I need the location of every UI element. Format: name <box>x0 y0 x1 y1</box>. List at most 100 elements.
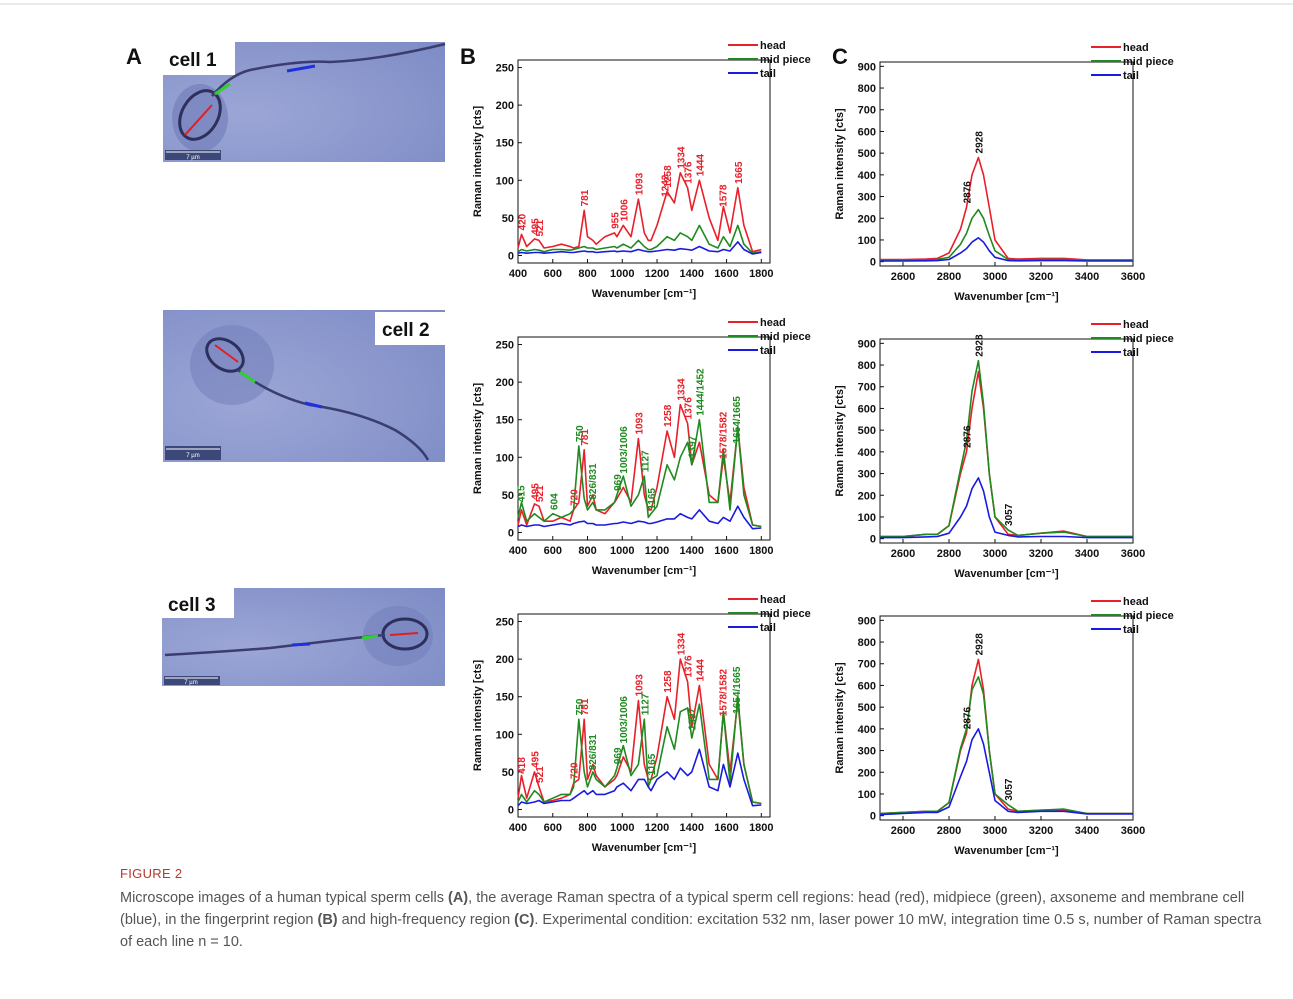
x-tick-label: 3200 <box>1029 825 1053 837</box>
y-tick-label: 800 <box>858 83 876 95</box>
y-tick-label: 0 <box>870 811 876 823</box>
y-tick-label: 150 <box>496 415 514 427</box>
x-axis-label: Wavenumber [cm⁻¹] <box>954 568 1059 580</box>
peak-label: 521 <box>535 485 546 502</box>
x-tick-label: 1400 <box>680 822 704 834</box>
spectrum-line <box>880 477 1133 539</box>
peak-label: 781 <box>580 429 591 446</box>
y-tick-label: 700 <box>858 105 876 117</box>
peak-label: 1578/1582 <box>719 411 730 459</box>
y-tick-label: 50 <box>502 490 514 502</box>
y-tick-label: 800 <box>858 637 876 649</box>
y-tick-label: 100 <box>496 729 514 741</box>
x-tick-label: 3000 <box>983 548 1007 560</box>
caption-part: (C) <box>514 912 535 928</box>
peak-label: 521 <box>535 766 546 783</box>
peak-label: 495 <box>531 483 542 500</box>
legend-label: mid piece <box>760 608 811 620</box>
caption: FIGURE 2 Microscope images of a human ty… <box>120 863 1270 953</box>
y-tick-label: 500 <box>858 148 876 160</box>
x-tick-label: 600 <box>544 822 562 834</box>
legend-label: tail <box>1123 624 1139 636</box>
x-tick-label: 2800 <box>937 548 961 560</box>
x-tick-label: 1000 <box>610 268 634 280</box>
y-tick-label: 100 <box>858 512 876 524</box>
plot-frame <box>879 61 1134 267</box>
y-tick-label: 900 <box>858 61 876 73</box>
y-axis-label: Raman intensity [cts] <box>472 660 484 772</box>
y-tick-label: 100 <box>496 175 514 187</box>
x-tick-label: 3400 <box>1075 548 1099 560</box>
peak-label: 750 <box>575 425 586 442</box>
spectrum-line <box>517 658 762 805</box>
x-tick-label: 3200 <box>1029 271 1053 283</box>
legend-label: tail <box>760 68 776 80</box>
y-tick-label: 250 <box>496 340 514 352</box>
y-tick-label: 50 <box>502 213 514 225</box>
x-axis-label: Wavenumber [cm⁻¹] <box>592 565 697 577</box>
scale-bar: 7 µm <box>186 155 199 161</box>
peak-label: 1444/1452 <box>695 368 706 416</box>
cell-label: cell 2 <box>382 320 430 341</box>
peak-label: 418 <box>517 757 528 774</box>
x-tick-label: 1600 <box>714 268 738 280</box>
x-tick-label: 2800 <box>937 271 961 283</box>
y-axis-label: Raman intensity [cts] <box>834 662 846 774</box>
peak-label: 1444 <box>695 154 706 177</box>
peak-label: 521 <box>535 219 546 236</box>
peak-label: 1258 <box>663 165 674 188</box>
x-tick-label: 3200 <box>1029 548 1053 560</box>
x-tick-label: 3600 <box>1121 825 1145 837</box>
plot-frame <box>879 338 1134 544</box>
x-tick-label: 1800 <box>749 822 773 834</box>
spectrum-line <box>880 237 1133 262</box>
peak-label: 1165 <box>647 488 658 510</box>
y-tick-label: 500 <box>858 425 876 437</box>
spectrum-line <box>517 403 762 528</box>
cell-label: cell 3 <box>168 595 216 616</box>
peak-label: 2876 <box>962 181 973 204</box>
x-tick-label: 2600 <box>891 825 915 837</box>
peak-label: 1665 <box>734 161 745 184</box>
y-tick-label: 200 <box>496 377 514 389</box>
plot-frame <box>879 615 1134 821</box>
spectrum-line <box>517 224 762 254</box>
legend-label: tail <box>760 345 776 357</box>
peak-label: 720 <box>570 762 581 779</box>
peak-label: 2876 <box>962 425 973 448</box>
legend-label: head <box>760 317 786 329</box>
y-tick-label: 0 <box>870 534 876 546</box>
x-tick-label: 3400 <box>1075 825 1099 837</box>
x-tick-label: 1000 <box>610 545 634 557</box>
x-axis-label: Wavenumber [cm⁻¹] <box>954 845 1059 857</box>
legend-label: head <box>1123 319 1149 331</box>
legend-label: tail <box>1123 70 1139 82</box>
peak-label: 1242 <box>660 174 671 197</box>
plot-frame <box>517 336 771 541</box>
peak-label: 1093 <box>634 674 645 697</box>
peak-label: 750 <box>575 698 586 715</box>
x-tick-label: 1000 <box>610 822 634 834</box>
x-tick-label: 1200 <box>645 545 669 557</box>
chart: 0 50 100 150 200 250 400 600 800 1000 1200 1400 1600… <box>472 40 811 300</box>
x-tick-label: 2800 <box>937 825 961 837</box>
y-tick-label: 200 <box>496 100 514 112</box>
y-tick-label: 200 <box>858 213 876 225</box>
peak-label: 415 <box>517 485 528 502</box>
peak-label: 2928 <box>974 633 985 656</box>
y-tick-label: 100 <box>496 452 514 464</box>
peak-label: 1127 <box>640 450 651 472</box>
spectrum-line <box>880 359 1133 538</box>
y-tick-label: 500 <box>858 702 876 714</box>
micrograph: cell 1 7 µm <box>163 42 446 162</box>
x-tick-label: 1400 <box>680 268 704 280</box>
peak-label: 1258 <box>663 670 674 693</box>
y-tick-label: 600 <box>858 126 876 138</box>
y-tick-label: 100 <box>858 235 876 247</box>
y-tick-label: 800 <box>858 360 876 372</box>
peak-label: 1578/1582 <box>719 668 730 716</box>
peak-label: 1003/1006 <box>619 426 630 474</box>
x-axis-label: Wavenumber [cm⁻¹] <box>592 842 697 854</box>
peak-label: 3057 <box>1004 503 1015 526</box>
